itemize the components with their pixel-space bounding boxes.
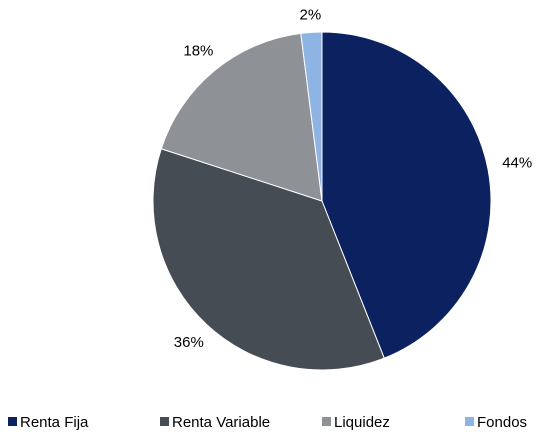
data-label: 18% [183, 43, 213, 60]
data-label: 36% [174, 334, 204, 351]
legend-label: Renta Fija [20, 414, 89, 431]
pie-slice [152, 148, 385, 371]
data-label: 2% [299, 6, 321, 23]
legend-swatch [322, 417, 331, 426]
data-label: 44% [502, 155, 532, 172]
legend-swatch [465, 417, 474, 426]
pie-slice [300, 31, 323, 202]
legend-label: Renta Variable [172, 414, 270, 431]
pie-slice [160, 32, 323, 202]
legend-label: Liquidez [334, 414, 390, 431]
pie-slice [321, 31, 492, 359]
legend-swatch [8, 417, 17, 426]
legend-swatch [160, 417, 169, 426]
legend-label: Fondos [477, 414, 527, 431]
